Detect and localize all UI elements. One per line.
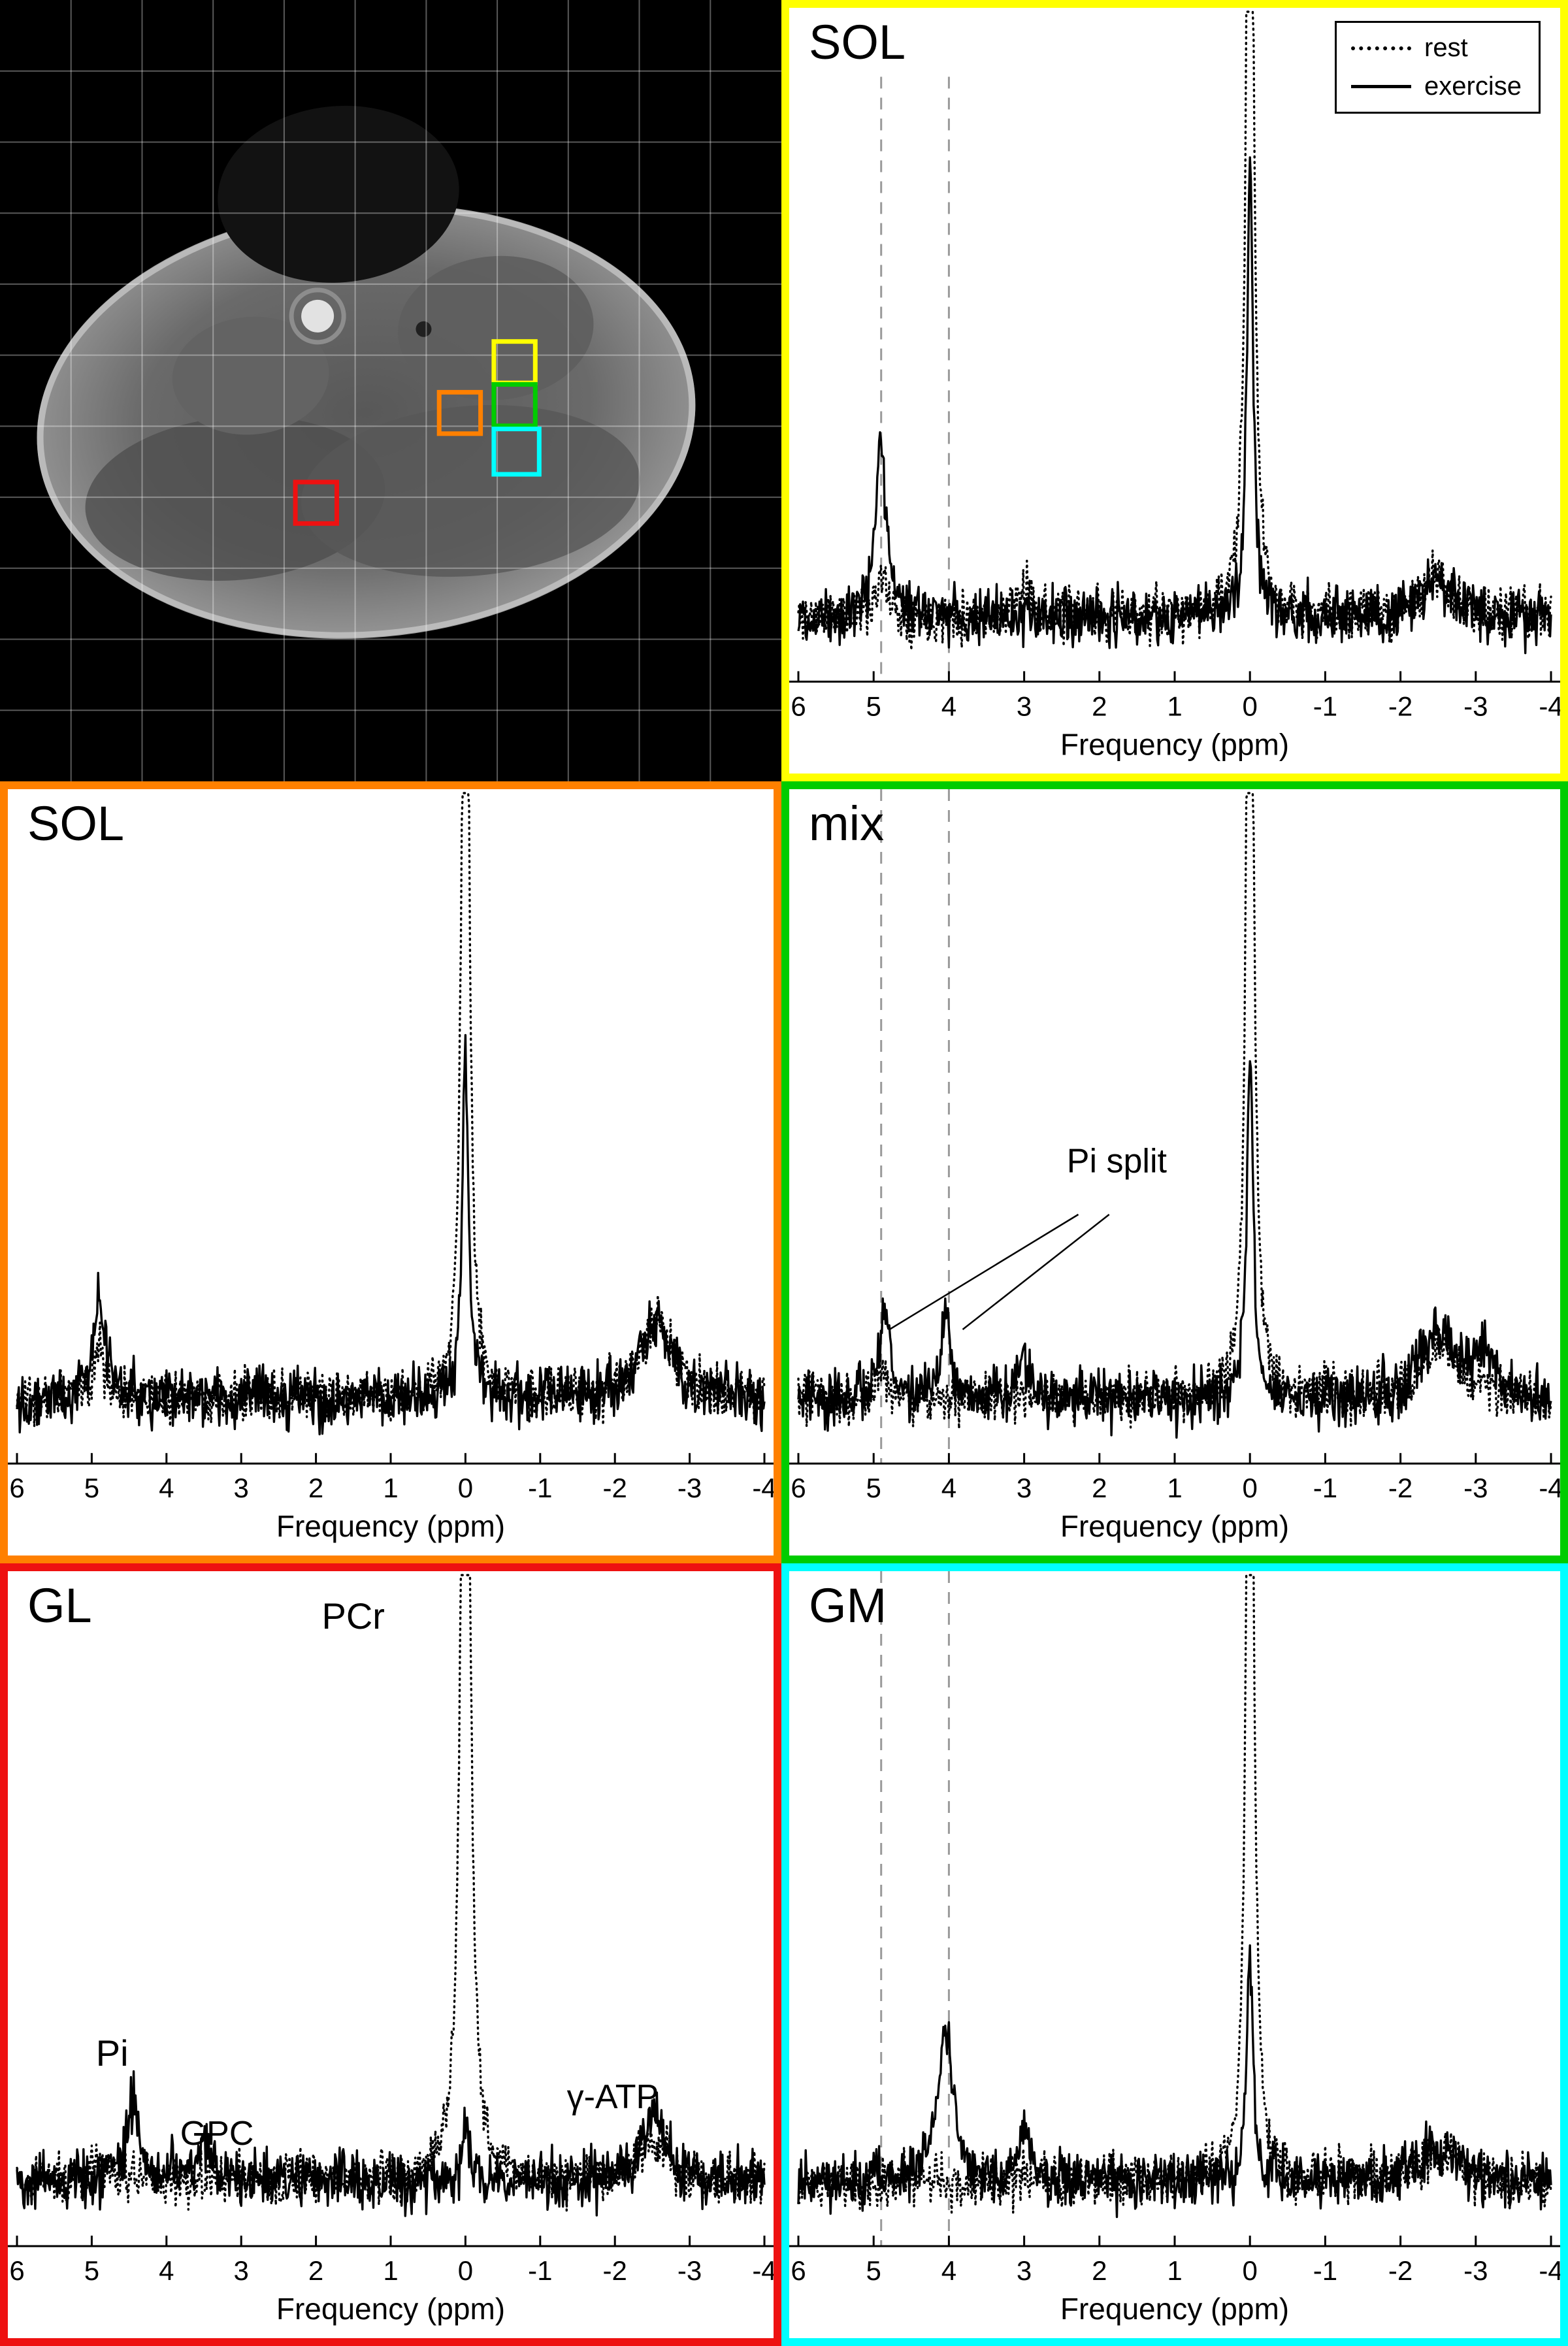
svg-text:Frequency (ppm): Frequency (ppm) — [1060, 1509, 1289, 1543]
svg-text:-1: -1 — [1313, 1473, 1337, 1503]
vessel-spot — [416, 321, 432, 337]
spectrum-panel-sol-yellow: SOL rest exercise 6 5 4 3 2 1 0 -1 -2 -3 -4 Frequen… — [781, 0, 1568, 781]
svg-text:2: 2 — [1092, 1473, 1107, 1503]
svg-text:-2: -2 — [603, 1473, 627, 1503]
svg-text:-4: -4 — [752, 2255, 774, 2286]
panel-title: SOL — [27, 796, 125, 851]
svg-text:6: 6 — [9, 1473, 24, 1503]
plot-legend: rest exercise — [1335, 21, 1541, 114]
svg-text:-4: -4 — [1539, 2255, 1560, 2286]
svg-text:3: 3 — [1017, 2255, 1032, 2286]
svg-text:4: 4 — [941, 2255, 956, 2286]
svg-text:-3: -3 — [1463, 691, 1488, 721]
svg-text:-4: -4 — [1539, 691, 1560, 721]
svg-text:-2: -2 — [1388, 1473, 1413, 1503]
svg-text:Frequency (ppm): Frequency (ppm) — [276, 1509, 505, 1543]
svg-text:5: 5 — [866, 691, 881, 721]
svg-text:-2: -2 — [603, 2255, 627, 2286]
svg-text:6: 6 — [791, 2255, 806, 2286]
mri-image — [0, 0, 781, 781]
svg-text:-3: -3 — [1463, 2255, 1488, 2286]
grid-overlay — [0, 0, 781, 781]
svg-text:GPC: GPC — [180, 2115, 254, 2153]
svg-text:0: 0 — [458, 1473, 473, 1503]
panel-title: GM — [809, 1578, 887, 1633]
svg-text:-3: -3 — [678, 2255, 702, 2286]
svg-text:γ-ATP: γ-ATP — [567, 2078, 659, 2116]
svg-text:5: 5 — [84, 2255, 99, 2286]
svg-text:4: 4 — [159, 2255, 174, 2286]
svg-text:0: 0 — [458, 2255, 473, 2286]
spectrum-panel-gl-red: GL 6 5 4 3 2 1 0 -1 -2 -3 -4 Frequency (ppm) PCr Pi GP… — [0, 1563, 781, 2346]
spectrum-plot: 6 5 4 3 2 1 0 -1 -2 -3 -4 Frequency (ppm) — [789, 1571, 1560, 2326]
svg-text:3: 3 — [1017, 1473, 1032, 1503]
svg-text:4: 4 — [159, 1473, 174, 1503]
spectrum-panel-sol-orange: SOL 6 5 4 3 2 1 0 -1 -2 -3 -4 Frequency (ppm) — [0, 781, 781, 1563]
svg-text:3: 3 — [234, 1473, 249, 1503]
svg-text:3: 3 — [1017, 691, 1032, 721]
svg-text:2: 2 — [1092, 2255, 1107, 2286]
voxel-boxes — [293, 339, 542, 526]
svg-text:2: 2 — [308, 1473, 323, 1503]
svg-text:Frequency (ppm): Frequency (ppm) — [1060, 2292, 1289, 2326]
svg-text:1: 1 — [383, 2255, 398, 2286]
svg-text:6: 6 — [791, 691, 806, 721]
legend-label-exercise: exercise — [1424, 72, 1522, 101]
svg-text:1: 1 — [1167, 691, 1182, 721]
svg-text:Pi: Pi — [96, 2032, 129, 2074]
svg-text:Pi split: Pi split — [1067, 1143, 1168, 1181]
svg-text:0: 0 — [1243, 1473, 1258, 1503]
svg-text:-1: -1 — [528, 2255, 552, 2286]
svg-text:Frequency (ppm): Frequency (ppm) — [276, 2292, 505, 2326]
spectrum-plot: 6 5 4 3 2 1 0 -1 -2 -3 -4 Frequency (ppm) — [8, 792, 774, 1543]
svg-text:6: 6 — [791, 1473, 806, 1503]
svg-text:1: 1 — [1167, 2255, 1182, 2286]
legend-label-rest: rest — [1424, 33, 1468, 62]
dotted-line-sample — [1351, 46, 1412, 50]
legend-item-rest: rest — [1351, 33, 1522, 63]
svg-text:-2: -2 — [1388, 2255, 1413, 2286]
panel-title: SOL — [809, 15, 906, 69]
svg-text:1: 1 — [1167, 1473, 1182, 1503]
anterior-dark-region — [218, 105, 459, 283]
tibia-bright-spot — [301, 299, 335, 333]
svg-text:4: 4 — [941, 1473, 956, 1503]
svg-text:3: 3 — [234, 2255, 249, 2286]
svg-text:5: 5 — [866, 1473, 881, 1503]
svg-text:-1: -1 — [1313, 691, 1337, 721]
spectrum-plot: 6 5 4 3 2 1 0 -1 -2 -3 -4 Frequency (ppm) — [789, 10, 1560, 761]
svg-text:-1: -1 — [528, 1473, 552, 1503]
svg-text:Frequency (ppm): Frequency (ppm) — [1060, 727, 1289, 761]
panel-title: GL — [27, 1578, 92, 1633]
svg-text:-3: -3 — [678, 1473, 702, 1503]
svg-text:-4: -4 — [1539, 1473, 1560, 1503]
svg-text:5: 5 — [866, 2255, 881, 2286]
svg-text:0: 0 — [1243, 691, 1258, 721]
svg-text:-1: -1 — [1313, 2255, 1337, 2286]
svg-text:-2: -2 — [1388, 691, 1413, 721]
svg-text:6: 6 — [9, 2255, 24, 2286]
panel-title: mix — [809, 796, 885, 851]
spectrum-panel-gm-cyan: GM 6 5 4 3 2 1 0 -1 -2 -3 -4 Frequency (ppm) — [781, 1563, 1568, 2346]
spectrum-plot: 6 5 4 3 2 1 0 -1 -2 -3 -4 Frequency (ppm) PCr Pi GPC γ-… — [8, 1574, 774, 2326]
svg-text:1: 1 — [383, 1473, 398, 1503]
legend-item-exercise: exercise — [1351, 72, 1522, 101]
tibia-outline — [289, 287, 346, 345]
svg-text:-3: -3 — [1463, 1473, 1488, 1503]
svg-text:4: 4 — [941, 691, 956, 721]
svg-text:0: 0 — [1243, 2255, 1258, 2286]
svg-text:2: 2 — [1092, 691, 1107, 721]
svg-text:-4: -4 — [752, 1473, 774, 1503]
spectrum-plot: 6 5 4 3 2 1 0 -1 -2 -3 -4 Frequency (ppm) Pi split — [789, 789, 1560, 1543]
svg-text:5: 5 — [84, 1473, 99, 1503]
leg-cross-section — [37, 105, 696, 639]
solid-line-sample — [1351, 85, 1412, 88]
svg-text:2: 2 — [308, 2255, 323, 2286]
spectrum-panel-mix-green: mix 6 5 4 3 2 1 0 -1 -2 -3 -4 Frequency (ppm) Pi spl… — [781, 781, 1568, 1563]
svg-text:PCr: PCr — [322, 1595, 385, 1637]
mri-panel — [0, 0, 781, 781]
